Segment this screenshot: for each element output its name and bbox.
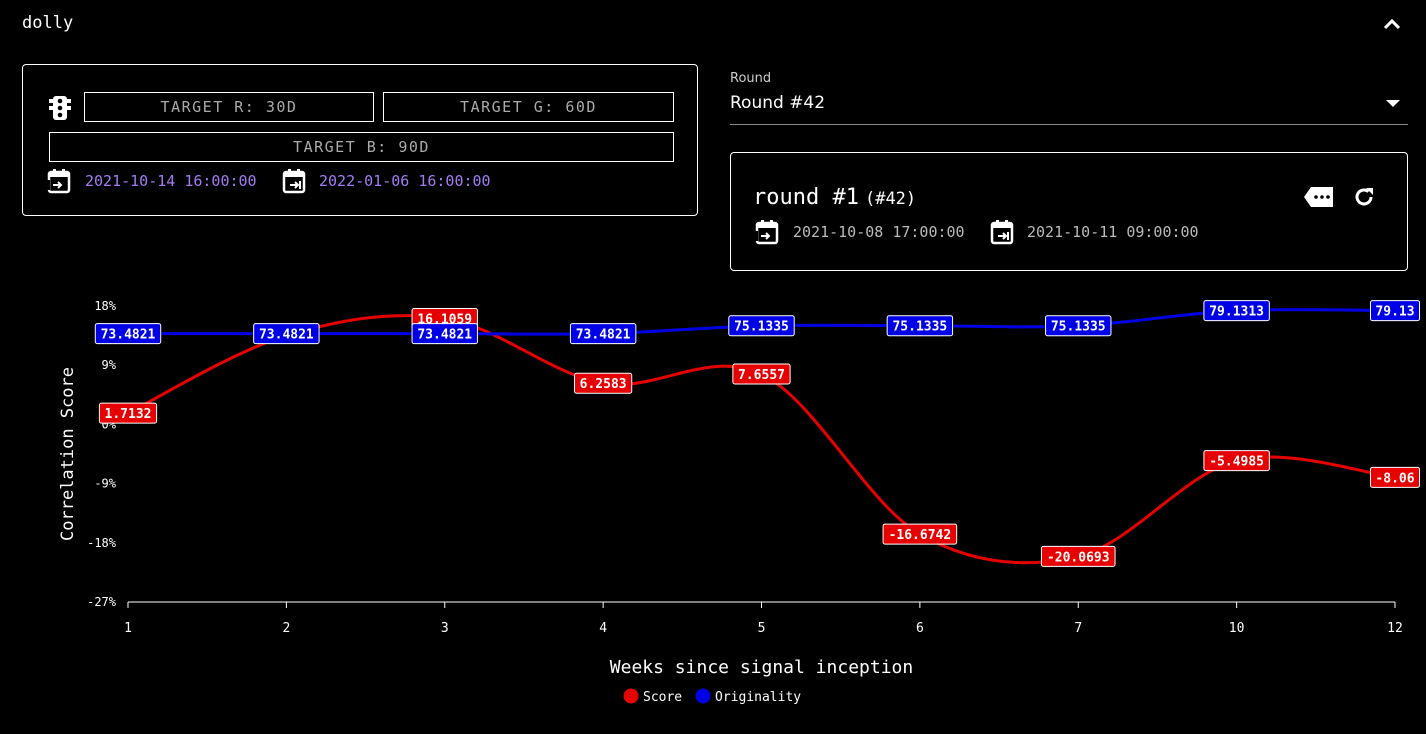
data-label-box-score bbox=[882, 523, 958, 545]
x-tick-label: 10 bbox=[1229, 621, 1245, 636]
data-label-score: -16.6742 bbox=[889, 528, 952, 543]
x-tick-label: 12 bbox=[1387, 621, 1403, 636]
data-label-box-originality bbox=[1045, 315, 1112, 337]
legend-marker-originality bbox=[695, 688, 711, 704]
calendar-end-icon bbox=[990, 220, 1014, 245]
round-open-date: 2021-10-08 17:00:00 bbox=[793, 223, 965, 241]
target-card: TARGET R: 30D TARGET G: 60D TARGET B: 90… bbox=[22, 64, 698, 216]
round-select[interactable]: Round #42 bbox=[730, 93, 826, 113]
round-title: round #1 bbox=[753, 185, 859, 210]
legend-label-originality: Originality bbox=[715, 690, 801, 705]
calendar-start-icon bbox=[755, 220, 779, 245]
chart-svg: 1 2 3 4 5 6 7 10 1218%9%0%-9%-18%-27%Correlation… bbox=[58, 299, 1420, 705]
data-label-box-score bbox=[574, 372, 633, 394]
target-b-box: TARGET B: 90D bbox=[49, 132, 674, 162]
data-label-box-originality bbox=[886, 315, 954, 337]
data-label-originality: 73.4821 bbox=[417, 328, 472, 343]
legend-marker-score bbox=[623, 688, 639, 704]
y-tick-label: 18% bbox=[94, 299, 116, 313]
dropdown-arrow-icon[interactable] bbox=[1386, 100, 1400, 107]
x-tick-label: 1 bbox=[124, 621, 132, 636]
data-label-score: 7.6557 bbox=[738, 368, 785, 383]
chevron-up-icon[interactable] bbox=[1380, 12, 1404, 36]
refresh-icon[interactable] bbox=[1352, 185, 1376, 209]
round-select-label: Round bbox=[730, 71, 772, 86]
x-tick-label: 5 bbox=[758, 621, 766, 636]
series-line-score bbox=[127, 314, 1396, 565]
header-title: dolly bbox=[22, 13, 74, 33]
data-label-box-score bbox=[1370, 466, 1420, 488]
data-label-score: 1.7132 bbox=[105, 407, 152, 422]
data-label-originality: 75.1335 bbox=[1051, 320, 1106, 335]
data-label-box-score bbox=[1040, 545, 1116, 567]
target-end-date: 2022-01-06 16:00:00 bbox=[319, 172, 491, 190]
x-axis-title: Weeks since signal inception bbox=[610, 657, 913, 678]
calendar-start-icon bbox=[47, 169, 71, 194]
x-tick-label: 3 bbox=[441, 621, 449, 636]
y-tick-label: -9% bbox=[94, 477, 116, 491]
x-tick-label: 2 bbox=[282, 621, 290, 636]
data-label-originality: 75.1335 bbox=[892, 320, 947, 335]
data-label-box-originality bbox=[253, 323, 320, 345]
data-label-box-originality bbox=[1370, 300, 1420, 322]
data-label-originality: 73.4821 bbox=[101, 328, 156, 343]
data-label-box-score bbox=[98, 402, 158, 424]
target-r-box: TARGET R: 30D bbox=[84, 92, 374, 122]
traffic-light-icon bbox=[49, 96, 71, 120]
round-card: round #1 (#42) 2021-10-08 17:00:00 2021-1… bbox=[730, 152, 1408, 271]
data-label-box-originality bbox=[411, 323, 478, 345]
round-number: (#42) bbox=[864, 189, 917, 209]
data-label-originality: 79.13 bbox=[1375, 305, 1414, 320]
y-tick-label: -27% bbox=[87, 595, 117, 609]
data-label-box-score bbox=[732, 363, 791, 385]
data-label-score: -20.0693 bbox=[1047, 550, 1110, 565]
data-label-score: -5.4985 bbox=[1209, 455, 1264, 470]
data-label-score: 6.2583 bbox=[580, 377, 627, 392]
round-name: round #1 (#42) bbox=[753, 185, 916, 210]
legend-label-score: Score bbox=[643, 690, 682, 705]
data-label-originality: 73.4821 bbox=[576, 328, 631, 343]
label-icon[interactable] bbox=[1303, 186, 1335, 208]
data-label-box-originality bbox=[94, 323, 162, 345]
correlation-chart: 1 2 3 4 5 6 7 10 12 18% 9% 0% -9% -18% -27% Correlation… bbox=[0, 280, 1426, 730]
data-label-originality: 73.4821 bbox=[259, 328, 314, 343]
round-select-underline bbox=[730, 124, 1408, 125]
x-tick-label: 4 bbox=[599, 621, 607, 636]
data-label-originality: 79.1313 bbox=[1209, 305, 1264, 320]
data-label-box-originality bbox=[569, 323, 637, 345]
data-label-box-originality bbox=[1203, 300, 1270, 322]
target-g-box: TARGET G: 60D bbox=[383, 92, 674, 122]
data-label-originality: 75.1335 bbox=[734, 320, 789, 335]
target-start-date: 2021-10-14 16:00:00 bbox=[85, 172, 257, 190]
data-label-box-originality bbox=[728, 315, 795, 337]
y-tick-label: -18% bbox=[87, 536, 117, 550]
y-axis-title: Correlation Score bbox=[58, 367, 78, 541]
y-tick-label: 9% bbox=[102, 358, 117, 372]
data-label-score: -8.06 bbox=[1375, 471, 1414, 486]
x-tick-label: 6 bbox=[916, 621, 924, 636]
round-close-date: 2021-10-11 09:00:00 bbox=[1027, 223, 1199, 241]
calendar-end-icon bbox=[282, 169, 306, 194]
data-label-box-score bbox=[1203, 450, 1270, 472]
x-tick-label: 7 bbox=[1074, 621, 1082, 636]
